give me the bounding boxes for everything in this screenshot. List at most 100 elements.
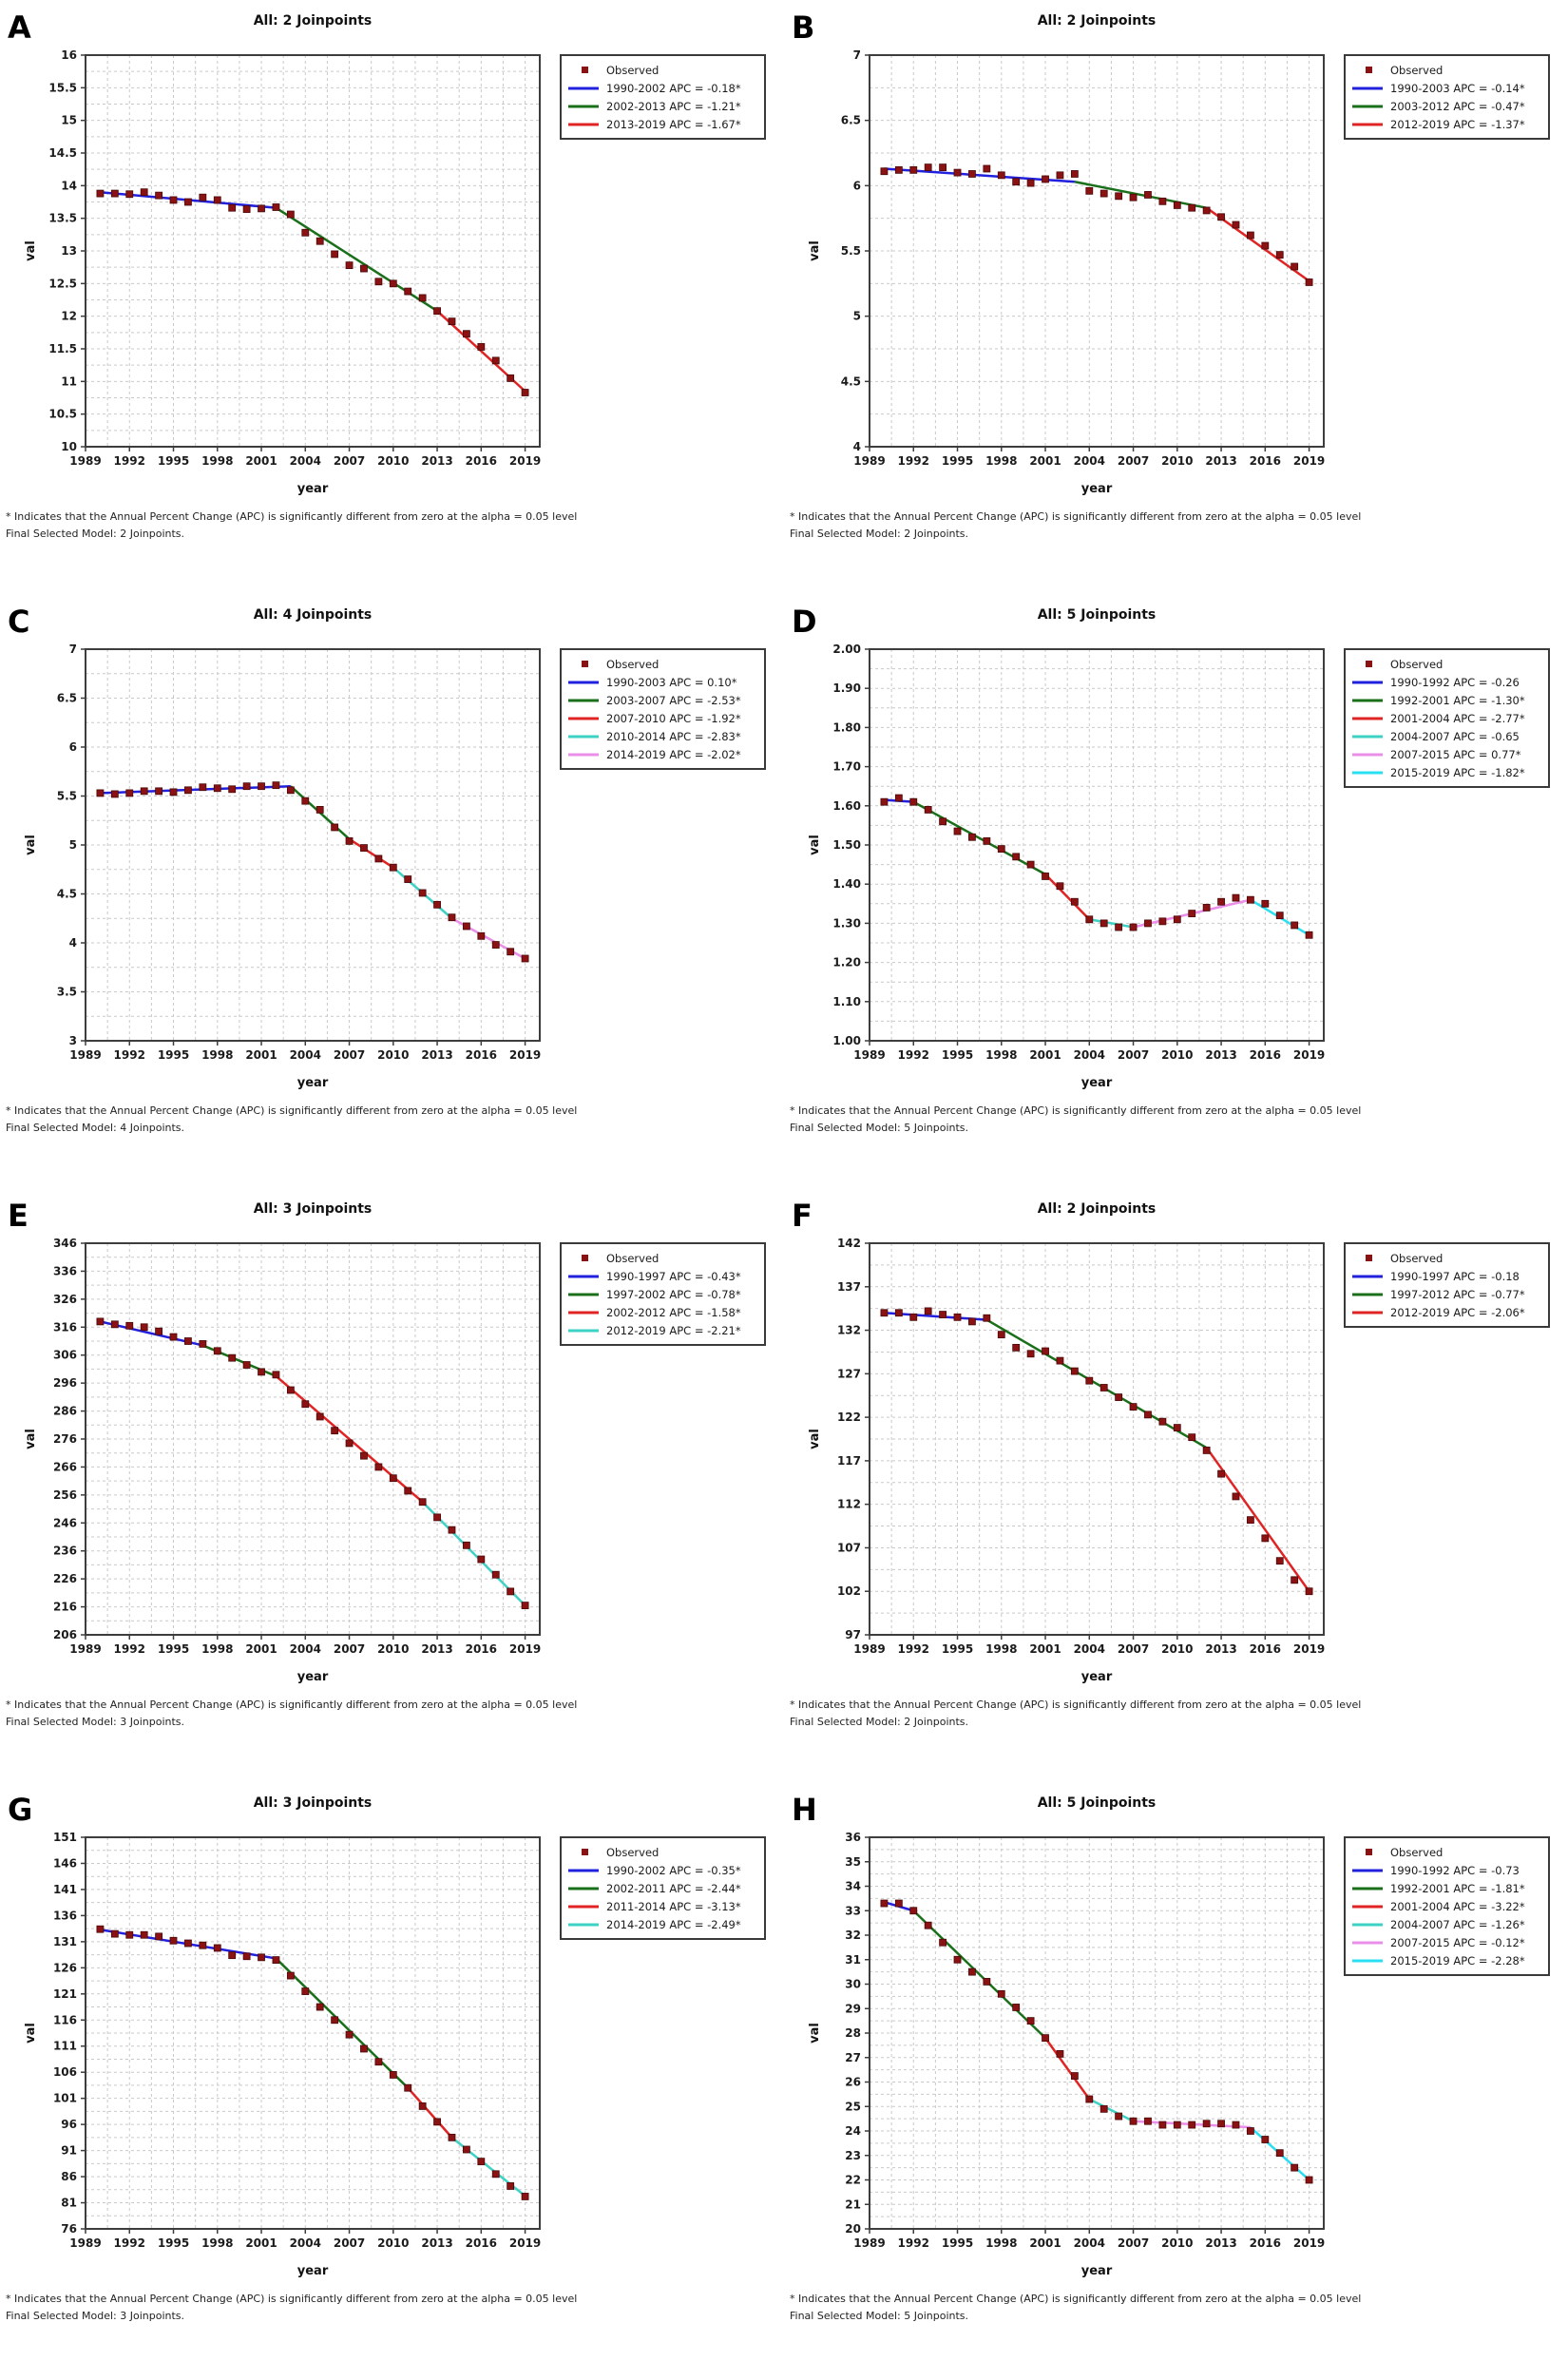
observed-point: [1261, 2136, 1270, 2143]
observed-point: [491, 2170, 500, 2178]
legend-entry-label: 2012-2019 APC = -2.06*: [1390, 1306, 1525, 1319]
observed-point: [1217, 213, 1225, 221]
observed-point: [1158, 1417, 1167, 1426]
footnote-significance: * Indicates that the Annual Percent Chan…: [790, 1699, 1361, 1711]
observed-point: [1188, 203, 1196, 212]
observed-point: [968, 833, 976, 841]
x-tick-label: 1998: [201, 1642, 233, 1656]
observed-point: [199, 193, 207, 202]
x-axis-label: year: [1081, 2264, 1113, 2278]
panel-title: All: 5 Joinpoints: [1038, 607, 1157, 623]
y-tick-label: 15.5: [48, 81, 77, 94]
y-tick-label: 256: [53, 1488, 77, 1502]
panel-D: D All: 5 Joinpoints 1.00 1.10 1.20 1.30 1.40 1.…: [784, 594, 1568, 1188]
panel-letter: H: [792, 1792, 817, 1828]
plot-frame: [869, 648, 1325, 1042]
plot-frame: [869, 1836, 1325, 2230]
y-tick-label: 3.5: [57, 986, 77, 999]
observed-point: [360, 844, 368, 852]
x-tick-label: 2001: [245, 454, 277, 468]
observed-point: [1217, 897, 1225, 906]
x-tick-label: 2007: [334, 1642, 365, 1656]
x-tick-label: 2004: [290, 2236, 321, 2250]
y-tick-label: 266: [53, 1460, 77, 1473]
plot-frame: [85, 54, 541, 448]
x-tick-label: 1989: [853, 1642, 885, 1656]
plot-frame: [85, 648, 541, 1042]
y-tick-label: 35: [845, 1855, 861, 1869]
observed-point: [1158, 2121, 1167, 2129]
x-tick-label: 2001: [245, 1642, 277, 1656]
plot-frame: [869, 1242, 1325, 1636]
x-tick-label: 2004: [1074, 1048, 1105, 1062]
observed-point: [1291, 921, 1299, 930]
y-tick-label: 316: [53, 1320, 77, 1334]
y-tick-label: 131: [53, 1935, 77, 1948]
observed-point: [433, 2118, 441, 2126]
y-tick-label: 14.5: [48, 146, 77, 160]
observed-point: [1202, 2120, 1211, 2128]
observed-point: [507, 374, 515, 382]
observed-point: [1042, 873, 1049, 880]
panel-svg-H: H All: 5 Joinpoints 20 21 22 23 24 25 26 27 28 29 30…: [790, 1792, 1550, 2322]
observed-point: [140, 787, 148, 796]
observed-point: [1042, 175, 1049, 183]
panel-title: All: 3 Joinpoints: [254, 1201, 373, 1217]
footnote-significance: * Indicates that the Annual Percent Chan…: [790, 2293, 1361, 2305]
observed-point: [953, 1313, 962, 1321]
x-tick-label: 1989: [853, 1048, 885, 1062]
y-tick-label: 1.30: [832, 916, 861, 930]
observed-point: [491, 1570, 500, 1579]
y-tick-label: 5.5: [57, 790, 77, 803]
observed-point: [1247, 1516, 1254, 1525]
x-tick-label: 2019: [509, 1642, 541, 1656]
x-tick-label: 2013: [421, 2236, 452, 2250]
y-tick-label: 10.5: [48, 408, 77, 421]
observed-point: [184, 1337, 192, 1345]
observed-point: [507, 2182, 515, 2190]
observed-point: [1085, 1376, 1094, 1385]
observed-point: [448, 2133, 456, 2141]
y-tick-label: 97: [845, 1628, 861, 1641]
y-tick-label: 246: [53, 1516, 77, 1529]
observed-point: [1275, 2149, 1284, 2158]
observed-point: [242, 782, 251, 791]
observed-point: [953, 827, 962, 835]
observed-point: [140, 1930, 148, 1939]
observed-point: [1232, 221, 1240, 229]
x-tick-label: 2016: [466, 2236, 497, 2250]
legend-entry-label: 1997-2002 APC = -0.78*: [606, 1288, 741, 1301]
observed-point: [345, 836, 354, 845]
x-tick-label: 2010: [1161, 454, 1193, 468]
x-tick-label: 1992: [114, 1048, 145, 1062]
legend-entry-label: 2002-2012 APC = -1.58*: [606, 1306, 741, 1319]
x-tick-label: 2004: [290, 1048, 321, 1062]
panel-B: B All: 2 Joinpoints 4 4.5 5 5.5 6 6.5 7 1989 1992 1…: [784, 0, 1568, 594]
observed-point: [1056, 1356, 1064, 1365]
observed-point: [169, 196, 178, 204]
y-tick-label: 107: [837, 1541, 861, 1554]
observed-point: [521, 1602, 529, 1610]
observed-point: [374, 854, 383, 863]
observed-point: [924, 806, 932, 814]
observed-point: [155, 787, 163, 796]
panel-svg-B: B All: 2 Joinpoints 4 4.5 5 5.5 6 6.5 7 1989 1992 1…: [790, 10, 1550, 540]
observed-point: [968, 1967, 976, 1976]
x-axis-label: year: [297, 482, 329, 496]
y-tick-label: 81: [61, 2197, 77, 2210]
observed-point: [1305, 278, 1313, 286]
observed-point: [1202, 904, 1211, 912]
apc-segment-red: [407, 2086, 453, 2139]
observed-point: [880, 1309, 889, 1317]
observed-point: [1056, 2049, 1064, 2058]
legend-entry-label: 1990-2003 APC = 0.10*: [606, 676, 737, 689]
x-axis-label: year: [1081, 1670, 1113, 1684]
y-axis-label: val: [808, 240, 822, 261]
y-axis-label: val: [24, 835, 38, 855]
observed-point: [1070, 1367, 1079, 1375]
x-tick-label: 2007: [1118, 1642, 1149, 1656]
y-tick-label: 36: [845, 1831, 861, 1844]
observed-point: [1042, 1347, 1049, 1355]
observed-point: [331, 823, 339, 832]
x-tick-label: 2019: [1293, 454, 1325, 468]
